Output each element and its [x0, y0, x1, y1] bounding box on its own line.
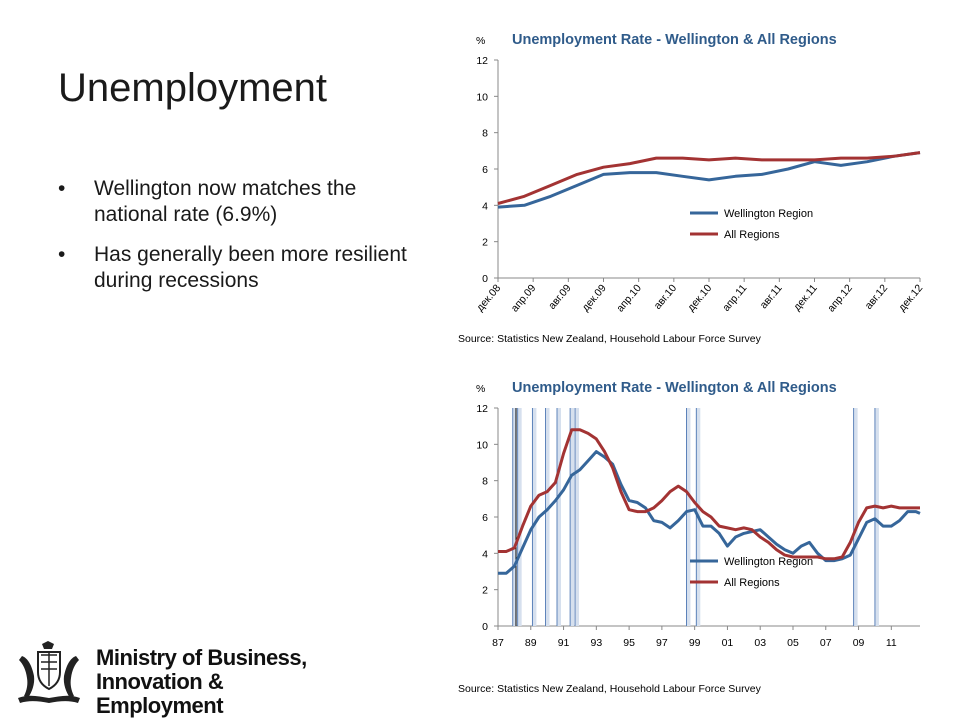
chart-historical-unemployment: Unemployment Rate - Wellington & All Reg…: [450, 370, 940, 700]
chart-historical-svg: Unemployment Rate - Wellington & All Reg…: [458, 380, 921, 695]
y-tick-label: 8: [482, 128, 488, 140]
bullet-item: Has generally been more resilient during…: [58, 242, 418, 294]
y-tick-label: 8: [482, 476, 488, 488]
recession-band: [853, 408, 858, 626]
recession-band: [545, 408, 550, 626]
y-tick-label: 12: [476, 403, 488, 415]
chart-title: Unemployment Rate - Wellington & All Reg…: [512, 32, 837, 48]
chart-source: Source: Statistics New Zealand, Househol…: [458, 683, 762, 695]
x-tick-label: 09: [853, 637, 865, 649]
recession-band: [512, 408, 517, 626]
recession-band: [686, 408, 691, 626]
slide-title: Unemployment: [58, 66, 328, 110]
series-line-wellington: [497, 151, 921, 209]
y-tick-label: 2: [482, 237, 488, 249]
chart-recent-unemployment: Unemployment Rate - Wellington & All Reg…: [450, 22, 940, 352]
x-tick-label: апр.12: [825, 282, 855, 314]
recession-band: [575, 408, 580, 626]
y-tick-label: 6: [482, 164, 488, 176]
chart-title: Unemployment Rate - Wellington & All Reg…: [512, 380, 837, 396]
ministry-name: Ministry of Business, Innovation & Emplo…: [96, 646, 344, 718]
recession-band: [556, 408, 561, 626]
series-line-all-regions: [497, 151, 921, 205]
x-tick-label: 97: [656, 637, 668, 649]
series-line-wellington: [498, 450, 921, 575]
recession-band: [570, 408, 575, 626]
x-tick-label: 07: [820, 637, 832, 649]
y-tick-label: 4: [482, 548, 488, 560]
legend-label: Wellington Region: [724, 556, 813, 568]
x-tick-label: 89: [525, 637, 537, 649]
x-tick-label: авг.12: [863, 282, 891, 312]
y-tick-label: 4: [482, 200, 488, 212]
x-tick-label: 01: [722, 637, 734, 649]
y-tick-label: 10: [476, 91, 488, 103]
y-axis-unit: %: [476, 383, 485, 395]
x-tick-label: 91: [558, 637, 570, 649]
x-tick-label: дек.08: [474, 282, 503, 314]
x-tick-label: дек.11: [791, 282, 820, 313]
x-tick-label: авг.10: [652, 282, 680, 312]
y-tick-label: 0: [482, 621, 488, 633]
x-tick-label: 93: [590, 637, 602, 649]
x-tick-label: дек.10: [685, 282, 714, 314]
x-tick-label: апр.09: [509, 282, 539, 314]
x-tick-label: дек.12: [896, 282, 925, 314]
y-axis-unit: %: [476, 35, 485, 47]
bullet-list: Wellington now matches the national rate…: [58, 176, 418, 308]
x-tick-label: 03: [754, 637, 766, 649]
y-tick-label: 12: [476, 55, 488, 67]
x-tick-label: дек.09: [580, 282, 609, 314]
ministry-name-line2: Innovation & Employment: [96, 669, 224, 718]
legend-label: All Regions: [724, 577, 780, 589]
x-tick-label: 95: [623, 637, 635, 649]
recession-band: [532, 408, 537, 626]
x-tick-label: апр.10: [614, 282, 644, 314]
legend-label: All Regions: [724, 229, 780, 241]
y-tick-label: 10: [476, 439, 488, 451]
x-tick-label: апр.11: [720, 282, 749, 314]
y-tick-label: 6: [482, 512, 488, 524]
y-tick-label: 2: [482, 585, 488, 597]
x-tick-label: 87: [492, 637, 504, 649]
chart-recent-svg: Unemployment Rate - Wellington & All Reg…: [458, 32, 925, 345]
ministry-logo: Ministry of Business, Innovation & Emplo…: [14, 640, 344, 718]
x-tick-label: авг.11: [758, 282, 785, 311]
x-tick-label: авг.09: [546, 282, 574, 312]
bullet-item: Wellington now matches the national rate…: [58, 176, 418, 228]
x-tick-label: 99: [689, 637, 701, 649]
y-tick-label: 0: [482, 273, 488, 285]
recession-band: [874, 408, 879, 626]
coat-of-arms-icon: [18, 641, 80, 703]
recession-band: [517, 408, 522, 626]
legend-label: Wellington Region: [724, 208, 813, 220]
series-line-all-regions: [498, 428, 920, 561]
chart-source: Source: Statistics New Zealand, Househol…: [458, 333, 762, 345]
x-tick-label: 05: [787, 637, 799, 649]
x-tick-label: 11: [886, 637, 897, 649]
ministry-name-line1: Ministry of Business,: [96, 645, 307, 670]
